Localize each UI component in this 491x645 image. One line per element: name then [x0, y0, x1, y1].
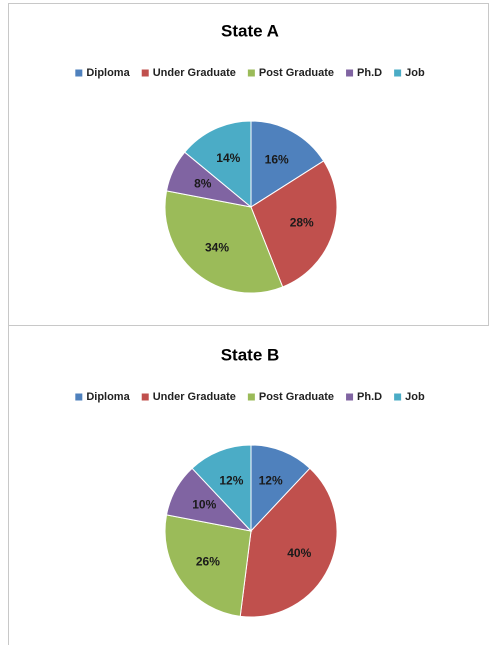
- legend-label: Ph.D: [357, 391, 382, 403]
- data-label: 12%: [219, 474, 243, 488]
- pie-slice: [164, 514, 252, 617]
- data-label: 12%: [259, 474, 283, 488]
- legend-swatch: [346, 69, 354, 77]
- legend-swatch: [141, 69, 149, 77]
- legend-label: Under Graduate: [153, 391, 236, 403]
- legend-label: Ph.D: [357, 67, 382, 79]
- data-label: 16%: [265, 152, 289, 166]
- pie-slice: [184, 120, 252, 209]
- legend-label: Under Graduate: [153, 67, 236, 79]
- data-label: 40%: [287, 546, 311, 560]
- pie-slice: [164, 190, 284, 294]
- data-label: 34%: [205, 240, 229, 254]
- pie-slice: [191, 444, 252, 533]
- legend-label: Post Graduate: [259, 67, 334, 79]
- pie-slice: [250, 444, 311, 533]
- legend-swatch: [75, 69, 83, 77]
- legend-label: Diploma: [86, 67, 130, 79]
- legend-swatch: [247, 393, 255, 401]
- chart-title: State B: [221, 345, 280, 364]
- legend-label: Post Graduate: [259, 391, 334, 403]
- legend-swatch: [394, 393, 402, 401]
- data-label: 14%: [216, 151, 240, 165]
- data-label: 26%: [196, 555, 220, 569]
- chart-title: State A: [221, 21, 279, 40]
- data-label: 8%: [194, 176, 212, 190]
- pie-slice: [250, 160, 338, 288]
- legend-swatch: [247, 69, 255, 77]
- legend-label: Job: [405, 391, 425, 403]
- data-label: 10%: [192, 497, 216, 511]
- legend-swatch: [346, 393, 354, 401]
- legend-label: Diploma: [86, 391, 130, 403]
- legend-label: Job: [405, 67, 425, 79]
- legend-swatch: [75, 393, 83, 401]
- pie-slice: [250, 120, 325, 208]
- pie-slice: [239, 467, 338, 618]
- legend-swatch: [141, 393, 149, 401]
- data-label: 28%: [290, 216, 314, 230]
- legend-swatch: [394, 69, 402, 77]
